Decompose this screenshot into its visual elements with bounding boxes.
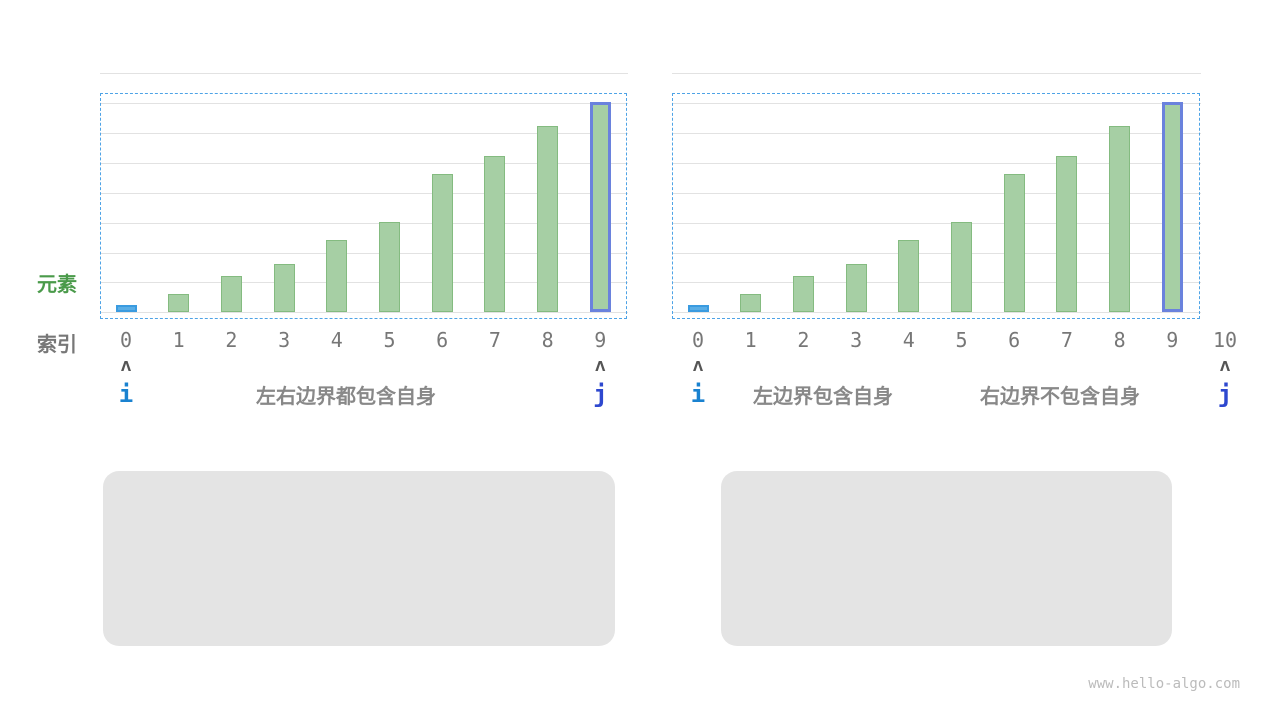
gridline: [100, 192, 628, 194]
index-0: 0: [691, 328, 705, 352]
gridline: [672, 192, 1201, 194]
gridline: [100, 73, 628, 74]
bar-2: [220, 276, 242, 312]
gridline: [672, 103, 1201, 104]
gridline: [672, 252, 1201, 254]
bar-3: [845, 264, 867, 312]
arrow-up-icon: ᐱ: [120, 360, 132, 375]
gridline: [672, 162, 1201, 164]
bar-8: [537, 126, 559, 312]
index-8: 8: [1113, 328, 1126, 352]
bar-0: [687, 305, 709, 312]
bar-9: [1161, 102, 1183, 312]
gridline: [100, 103, 628, 104]
index-6: 6: [1008, 328, 1021, 352]
bar-4: [898, 240, 920, 312]
index-7: 7: [1060, 328, 1073, 352]
gridline: [672, 312, 1201, 314]
arrow-up-icon: ᐱ: [595, 360, 606, 375]
arrow-up-icon: ᐱ: [692, 360, 704, 375]
index-4: 4: [330, 328, 343, 352]
index-9: 9: [594, 328, 607, 352]
gridline: [100, 162, 628, 164]
gridline: [672, 282, 1201, 284]
index-7: 7: [488, 328, 501, 352]
index-8: 8: [541, 328, 554, 352]
index-0: 0: [119, 328, 133, 352]
index-6: 6: [436, 328, 449, 352]
bar-5: [951, 222, 972, 312]
index-5: 5: [955, 328, 968, 352]
bar-1: [168, 294, 190, 312]
gridline: [100, 282, 628, 284]
pointer-i: i: [118, 380, 134, 408]
gridline: [100, 132, 628, 134]
gridline: [100, 312, 628, 314]
left-note: 左右边界都包含自身: [256, 384, 436, 408]
element-label: 元素: [37, 272, 77, 296]
index-3: 3: [278, 328, 291, 352]
pointer-j: j: [593, 380, 608, 408]
right-note-right: 右边界不包含自身: [980, 384, 1140, 408]
index-10: 10: [1212, 328, 1238, 352]
bar-1: [740, 294, 762, 312]
index-9: 9: [1166, 328, 1179, 352]
bar-7: [484, 156, 506, 312]
right-note-left: 左边界包含自身: [753, 384, 893, 408]
index-1: 1: [172, 328, 185, 352]
bar-6: [1003, 174, 1025, 312]
search-range-box: [672, 93, 1200, 319]
index-2: 2: [797, 328, 810, 352]
bar-8: [1109, 126, 1131, 312]
bar-7: [1056, 156, 1078, 312]
gridline: [672, 222, 1201, 224]
bar-9: [589, 102, 611, 312]
gridline: [672, 132, 1201, 134]
index-3: 3: [850, 328, 863, 352]
watermark: www.hello-algo.com: [1088, 676, 1240, 692]
bar-2: [792, 276, 814, 312]
gridline: [672, 73, 1201, 74]
gridline: [100, 252, 628, 254]
bar-5: [379, 222, 400, 312]
index-1: 1: [744, 328, 757, 352]
pointer-j: j: [1217, 380, 1233, 408]
arrow-up-icon: ᐱ: [1219, 360, 1231, 375]
index-label: 索引: [37, 332, 77, 356]
bar-0: [115, 305, 137, 312]
index-5: 5: [383, 328, 396, 352]
search-range-box: [100, 93, 627, 319]
right-info-box: [721, 471, 1172, 646]
gridline: [100, 222, 628, 224]
bar-4: [326, 240, 348, 312]
bar-6: [431, 174, 453, 312]
pointer-i: i: [690, 380, 706, 408]
index-4: 4: [902, 328, 915, 352]
left-info-box: [103, 471, 615, 646]
bar-3: [273, 264, 295, 312]
index-2: 2: [225, 328, 238, 352]
